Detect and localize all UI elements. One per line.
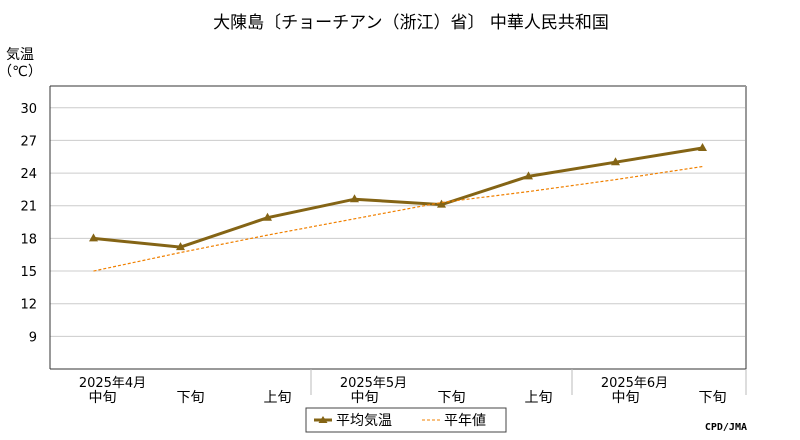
- y-axis-label: 気温: [6, 47, 34, 63]
- credit-label: CPD/JMA: [705, 422, 747, 433]
- chart-title: 大陳島〔チョーチアン（浙江）省〕 中華人民共和国: [213, 13, 609, 33]
- legend: 平均気温 平年値: [305, 407, 507, 433]
- legend-label-average: 平均気温: [336, 413, 392, 429]
- series-line-0: [93, 146, 703, 249]
- legend-label-normal: 平年値: [444, 413, 486, 429]
- x-tick-label: 中旬: [89, 390, 117, 406]
- tick-layer: 9 12 15 18 21 24 27 30 中旬 下旬 上旬 中旬 下旬 上旬 中旬 下旬 2025年4月 20…: [20, 102, 726, 406]
- x-tick-label: 上旬: [264, 390, 292, 406]
- x-tick-label: 下旬: [438, 390, 466, 406]
- y-tick-label: 15: [20, 265, 37, 280]
- data-point: [176, 242, 185, 251]
- series-layer: [89, 143, 707, 272]
- x-tick-label: 中旬: [612, 390, 640, 406]
- y-tick-label: 12: [20, 298, 37, 313]
- y-tick-label: 18: [20, 232, 37, 247]
- y-axis-unit: （℃）: [0, 64, 42, 80]
- plot-area: [50, 86, 746, 369]
- data-point: [263, 212, 272, 221]
- y-tick-label: 9: [29, 330, 37, 345]
- data-point: [611, 157, 620, 166]
- y-tick-label: 30: [20, 102, 37, 117]
- y-tick-label: 21: [20, 200, 37, 215]
- month-label: 2025年6月: [601, 376, 668, 391]
- data-point: [350, 194, 359, 203]
- month-label: 2025年4月: [79, 376, 146, 391]
- series-line-1: [93, 165, 703, 272]
- legend-marker-average: [318, 416, 328, 423]
- grid-layer: [49, 85, 747, 395]
- legend-box: [305, 407, 507, 433]
- data-point: [89, 233, 98, 242]
- x-tick-label: 下旬: [177, 390, 205, 406]
- data-point: [698, 143, 707, 152]
- month-label: 2025年5月: [340, 376, 407, 391]
- x-tick-label: 下旬: [699, 390, 727, 406]
- x-tick-label: 上旬: [525, 390, 553, 406]
- y-tick-label: 27: [20, 134, 37, 149]
- data-point: [437, 199, 446, 208]
- data-point: [524, 171, 533, 180]
- y-tick-label: 24: [20, 167, 37, 182]
- x-tick-label: 中旬: [351, 390, 379, 406]
